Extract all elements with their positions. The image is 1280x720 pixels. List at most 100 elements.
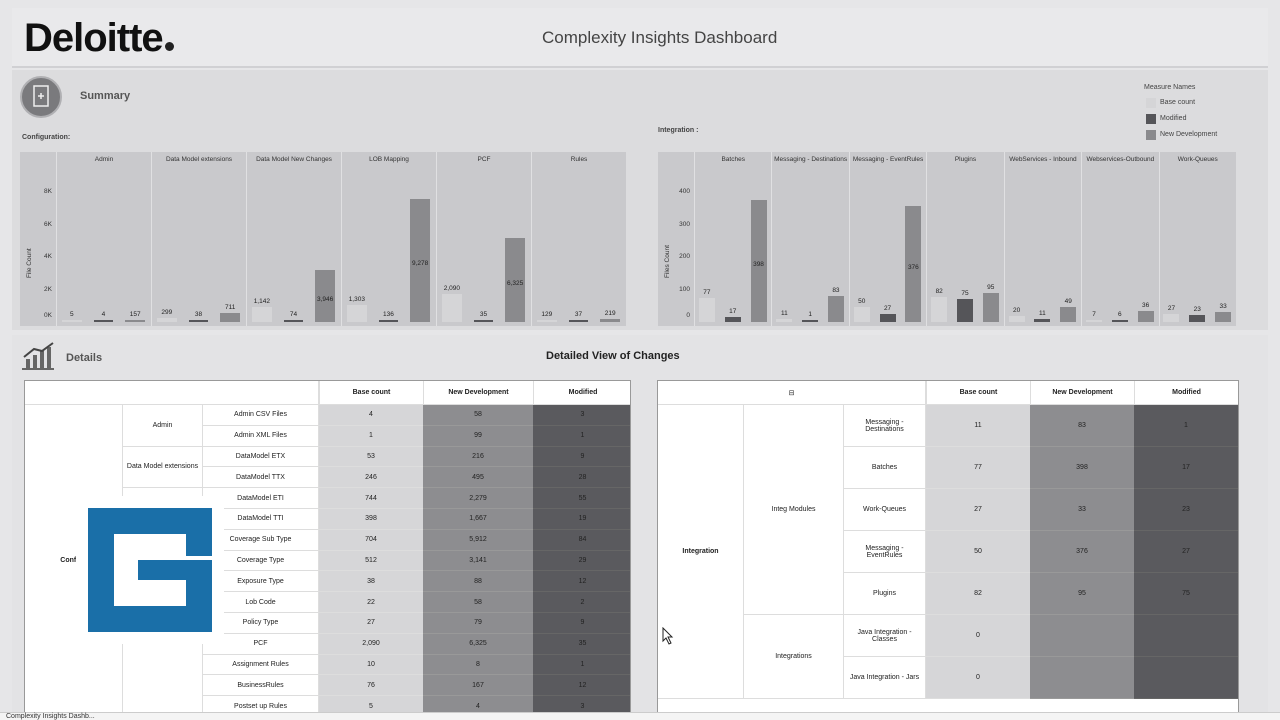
bar-base[interactable] (252, 306, 272, 322)
bar-value-label: 711 (224, 303, 236, 311)
bar-value-label: 83 (832, 287, 840, 295)
column-header[interactable]: Modified (533, 381, 630, 405)
cell-base-count: 27 (319, 613, 423, 634)
bar-new[interactable] (1060, 306, 1077, 322)
cell-modified (1134, 615, 1238, 657)
config-label: Configuration: (22, 134, 71, 141)
configuration-chart[interactable]: File Count 8K 6K 4K 2K 0K Admin 5 4 157 Data Model… (20, 152, 626, 326)
cell-modified: 1 (533, 654, 630, 676)
bar-modified[interactable] (93, 320, 114, 322)
dashboard-header: Deloitte Complexity Insights Dashboard (12, 8, 1268, 68)
bar-modified[interactable] (724, 316, 741, 322)
bar-new[interactable] (220, 312, 240, 322)
cell-base-count: 744 (319, 488, 423, 509)
column-header: Batches (721, 156, 745, 163)
bar-value-label: 23 (1193, 305, 1201, 313)
cell-new-development: 88 (423, 571, 533, 593)
bar-modified[interactable] (802, 320, 819, 322)
cell-modified: 2 (533, 592, 630, 613)
column-header: Messaging - Destinations (774, 156, 848, 163)
bar-value-label: 1 (808, 311, 812, 318)
cell-modified: 9 (533, 446, 630, 468)
row-label: Assignment Rules (203, 654, 319, 676)
chart-column: LOB Mapping (341, 152, 436, 326)
bar-new[interactable] (1137, 310, 1154, 322)
cell-base-count: 10 (319, 654, 423, 676)
bar-modified[interactable] (879, 313, 896, 322)
bar-base[interactable] (537, 320, 557, 322)
cell-modified: 12 (533, 571, 630, 593)
bar-base[interactable] (442, 294, 462, 322)
legend-swatch-modified (1146, 114, 1156, 124)
mouse-cursor-icon (662, 627, 674, 645)
summary-title: Summary (80, 90, 131, 102)
bar-modified[interactable] (378, 320, 399, 322)
legend-label-new[interactable]: New Development (1160, 131, 1218, 138)
bar-modified[interactable] (568, 320, 589, 322)
row-label: DataModel ETX (203, 446, 319, 468)
bar-value-label: 82 (935, 287, 943, 295)
bar-modified[interactable] (1111, 320, 1128, 322)
chart-column: Rules (531, 152, 626, 326)
bar-modified[interactable] (956, 298, 973, 322)
bar-value-label: 398 (753, 260, 764, 268)
bar-base[interactable] (62, 320, 82, 322)
dashboard-title: Complexity Insights Dashboard (542, 28, 778, 47)
bar-base[interactable] (1008, 315, 1025, 322)
bar-new[interactable] (410, 198, 430, 322)
category-label: Data Model extensions (123, 446, 203, 489)
chart-column: Messaging - Destinations (771, 152, 848, 326)
cell-new-development: 398 (1030, 447, 1134, 489)
column-header[interactable]: Base count (319, 381, 423, 405)
cell-new-development: 3,141 (423, 550, 533, 572)
column-header: WebServices - Inbound (1009, 156, 1077, 163)
bar-modified[interactable] (283, 320, 304, 322)
bar-modified[interactable] (473, 320, 494, 322)
cell-base-count: 38 (319, 571, 423, 593)
integration-chart[interactable]: Files Count 400 300 200 100 0 Batches 77 17 398 Me… (658, 152, 1236, 326)
bar-new[interactable] (827, 296, 844, 322)
bar-base[interactable] (931, 296, 948, 322)
bar-modified[interactable] (188, 320, 209, 322)
column-header[interactable]: New Development (423, 381, 533, 405)
bar-value-label: 77 (703, 289, 711, 297)
bar-value-label: 1,142 (253, 297, 270, 305)
legend-label-base[interactable]: Base count (1160, 99, 1196, 106)
column-header[interactable]: Base count (926, 381, 1030, 405)
bar-new[interactable] (1215, 311, 1232, 322)
column-header[interactable]: New Development (1030, 381, 1134, 405)
row-label: Batches (844, 447, 926, 489)
bar-new[interactable] (505, 238, 525, 322)
bar-value-label: 2,090 (443, 285, 460, 293)
cell-base-count: 2,090 (319, 633, 423, 655)
column-header: Work-Queues (1177, 156, 1218, 163)
bar-new[interactable] (982, 292, 999, 322)
bar-new[interactable] (125, 319, 145, 322)
bar-base[interactable] (157, 318, 177, 322)
details-title: Details (66, 352, 103, 364)
bar-base[interactable] (776, 318, 793, 322)
row-label: Policy Type (203, 613, 319, 634)
row-label: Admin CSV Files (203, 405, 319, 426)
cell-base-count: 50 (926, 531, 1030, 573)
bar-base[interactable] (1163, 313, 1180, 322)
deloitte-logo: Deloitte (24, 16, 174, 61)
bar-new[interactable] (750, 199, 767, 322)
y-tick-label: 200 (679, 253, 690, 260)
bar-modified[interactable] (1189, 314, 1206, 322)
bar-base[interactable] (853, 306, 870, 322)
bar-new[interactable] (905, 206, 922, 322)
bar-new[interactable] (315, 269, 335, 322)
cell-modified: 23 (1134, 489, 1238, 531)
bar-new[interactable] (600, 319, 620, 322)
cell-base-count: 246 (319, 467, 423, 489)
bar-base[interactable] (698, 298, 715, 322)
column-header[interactable]: Modified (1134, 381, 1238, 405)
bar-base[interactable] (347, 304, 367, 322)
bar-value-label: 11 (1039, 309, 1046, 317)
collapse-icon[interactable]: ⊟ (658, 381, 926, 405)
bar-base[interactable] (1086, 319, 1103, 322)
configuration-table: Base count New Development Modified Configu… (24, 380, 631, 720)
bar-modified[interactable] (1034, 318, 1051, 322)
legend-label-modified[interactable]: Modified (1160, 115, 1187, 122)
